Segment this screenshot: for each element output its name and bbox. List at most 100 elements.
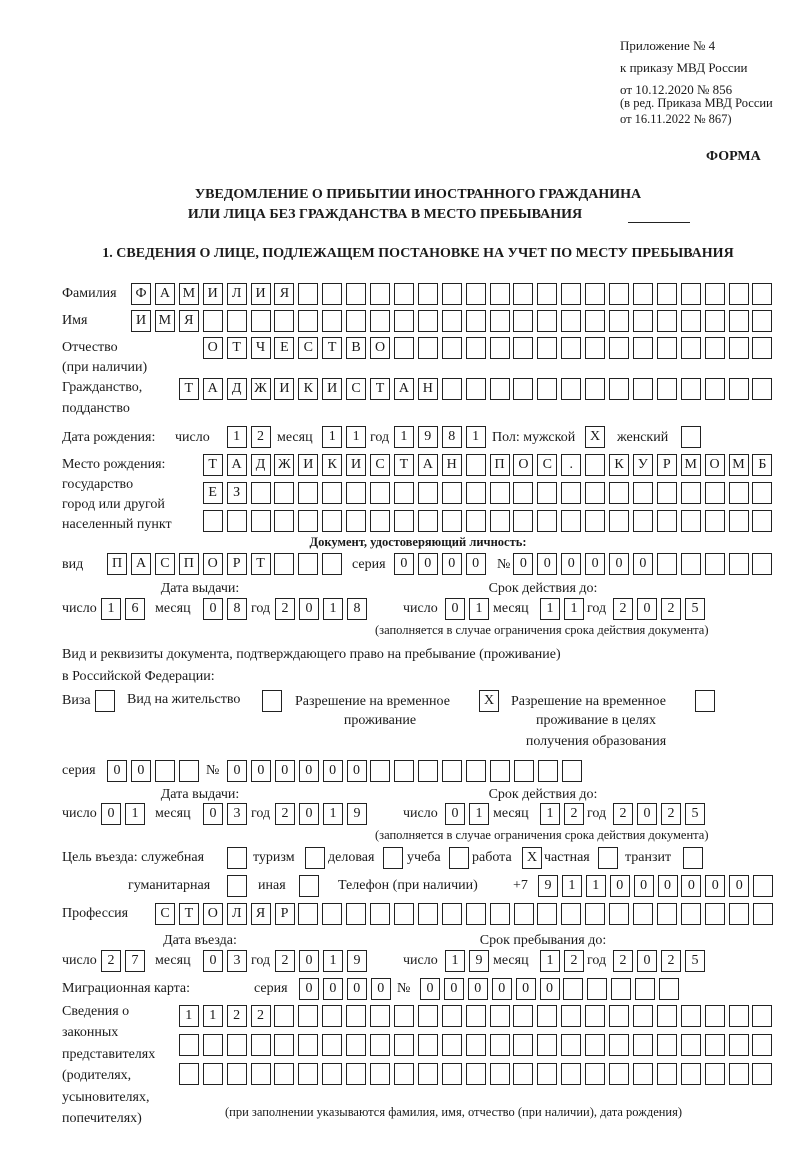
- birthplace-row2-cell[interactable]: [274, 482, 295, 504]
- mc-number-cell[interactable]: 0: [467, 978, 488, 1000]
- profession-cell[interactable]: [728, 903, 749, 925]
- entry-month-cell[interactable]: 0: [203, 950, 223, 972]
- id-type-cell[interactable]: [298, 553, 319, 575]
- birth-year-cell[interactable]: 9: [417, 426, 438, 448]
- rd-issue-year-cell[interactable]: 9: [347, 803, 367, 825]
- stay-month-cell[interactable]: 1: [540, 950, 560, 972]
- birthplace-row3-cell[interactable]: [226, 510, 247, 532]
- phone-cell[interactable]: 0: [729, 875, 750, 897]
- place-of-stay-blank[interactable]: [628, 222, 690, 223]
- birthplace-row2-cell[interactable]: [656, 482, 677, 504]
- id-valid-day-cell[interactable]: 1: [469, 598, 489, 620]
- reps-row3-cell[interactable]: [752, 1063, 773, 1085]
- purpose-transit-cell[interactable]: [683, 847, 703, 869]
- temp-edu-cell[interactable]: [695, 690, 715, 712]
- reps-row2-cell[interactable]: [202, 1034, 223, 1056]
- reps-row2-cell[interactable]: [322, 1034, 343, 1056]
- rd-issue-year-cell[interactable]: 2: [275, 803, 295, 825]
- mc-series-cell[interactable]: 0: [322, 978, 343, 1000]
- name-cell[interactable]: [489, 310, 510, 332]
- id-number-cell[interactable]: 0: [609, 553, 629, 575]
- id-issue-month-cell[interactable]: 8: [227, 598, 247, 620]
- mc-number-cell[interactable]: [635, 978, 656, 1000]
- reps-row2-cell[interactable]: [489, 1034, 510, 1056]
- profession-cell[interactable]: [394, 903, 414, 925]
- id-number-cell[interactable]: [680, 553, 701, 575]
- birthplace-row1-cell[interactable]: Т: [393, 454, 414, 476]
- birthplace-row2-cell[interactable]: [585, 482, 606, 504]
- entry-year-cell[interactable]: 0: [299, 950, 319, 972]
- surname-cell[interactable]: [465, 283, 486, 305]
- reps-row1-cell[interactable]: [537, 1005, 558, 1027]
- rd-number-cell[interactable]: [537, 760, 558, 782]
- reps-row1-cell[interactable]: [656, 1005, 677, 1027]
- name-cell[interactable]: [202, 310, 223, 332]
- reps-row2-cell[interactable]: [632, 1034, 653, 1056]
- reps-row1-cell[interactable]: [441, 1005, 462, 1027]
- profession-cell[interactable]: [752, 903, 773, 925]
- id-valid-month-cell[interactable]: 1: [564, 598, 584, 620]
- birthplace-row2-cell[interactable]: [370, 482, 390, 504]
- id-type-cell[interactable]: [274, 553, 295, 575]
- birthplace-row2-cell[interactable]: [680, 482, 701, 504]
- id-number-cell[interactable]: 0: [585, 553, 606, 575]
- name-cell[interactable]: [537, 310, 558, 332]
- reps-row1-cell[interactable]: 1: [202, 1005, 223, 1027]
- reps-row3-cell[interactable]: [632, 1063, 653, 1085]
- mc-number-cell[interactable]: 0: [515, 978, 536, 1000]
- profession-cell[interactable]: Я: [250, 903, 271, 925]
- name-cell[interactable]: Я: [178, 310, 199, 332]
- reps-row3-cell[interactable]: [728, 1063, 749, 1085]
- rd-valid-day-cell[interactable]: 0: [445, 803, 465, 825]
- surname-cell[interactable]: [537, 283, 558, 305]
- patronymic-cell[interactable]: [465, 337, 486, 359]
- surname-cell[interactable]: [441, 283, 462, 305]
- reps-row3-cell[interactable]: [465, 1063, 486, 1085]
- name-cell[interactable]: [370, 310, 390, 332]
- surname-cell[interactable]: [656, 283, 677, 305]
- birthplace-row3-cell[interactable]: [632, 510, 653, 532]
- reps-row3-cell[interactable]: [680, 1063, 701, 1085]
- patronymic-cell[interactable]: [393, 337, 414, 359]
- citizenship-cell[interactable]: [537, 378, 558, 400]
- reps-row2-cell[interactable]: [728, 1034, 749, 1056]
- patronymic-cell[interactable]: С: [298, 337, 319, 359]
- birthplace-row2-cell[interactable]: [513, 482, 534, 504]
- surname-cell[interactable]: [489, 283, 510, 305]
- id-issue-month-cell[interactable]: 0: [203, 598, 223, 620]
- surname-cell[interactable]: [680, 283, 701, 305]
- birthplace-row3-cell[interactable]: [202, 510, 223, 532]
- surname-cell[interactable]: [346, 283, 367, 305]
- citizenship-cell[interactable]: [513, 378, 534, 400]
- stay-year-cell[interactable]: 0: [637, 950, 657, 972]
- id-type-cell[interactable]: О: [202, 553, 223, 575]
- birthplace-row1-cell[interactable]: С: [370, 454, 390, 476]
- citizenship-cell[interactable]: [465, 378, 486, 400]
- reps-row2-cell[interactable]: [393, 1034, 414, 1056]
- surname-cell[interactable]: М: [178, 283, 199, 305]
- birthplace-row3-cell[interactable]: [728, 510, 749, 532]
- rd-valid-year-cell[interactable]: 2: [613, 803, 633, 825]
- id-series-cell[interactable]: 0: [441, 553, 462, 575]
- sex-female-cell[interactable]: [681, 426, 701, 448]
- reps-row2-cell[interactable]: [298, 1034, 319, 1056]
- profession-cell[interactable]: [298, 903, 319, 925]
- rd-number-cell[interactable]: 0: [322, 760, 343, 782]
- name-cell[interactable]: [298, 310, 319, 332]
- mc-number-cell[interactable]: 0: [539, 978, 560, 1000]
- id-valid-month-cell[interactable]: 1: [540, 598, 560, 620]
- rd-series-cell[interactable]: [154, 760, 175, 782]
- birthplace-row2-cell[interactable]: З: [226, 482, 247, 504]
- visa-cell[interactable]: [95, 690, 115, 712]
- citizenship-cell[interactable]: Д: [226, 378, 247, 400]
- id-type-cell[interactable]: [322, 553, 343, 575]
- reps-row2-cell[interactable]: [537, 1034, 558, 1056]
- patronymic-cell[interactable]: Т: [226, 337, 247, 359]
- birthplace-row3-cell[interactable]: [561, 510, 582, 532]
- citizenship-cell[interactable]: Т: [178, 378, 199, 400]
- birthplace-row2-cell[interactable]: Е: [202, 482, 223, 504]
- stay-year-cell[interactable]: 2: [661, 950, 681, 972]
- citizenship-cell[interactable]: [728, 378, 749, 400]
- id-number-cell[interactable]: 0: [537, 553, 558, 575]
- patronymic-cell[interactable]: О: [370, 337, 390, 359]
